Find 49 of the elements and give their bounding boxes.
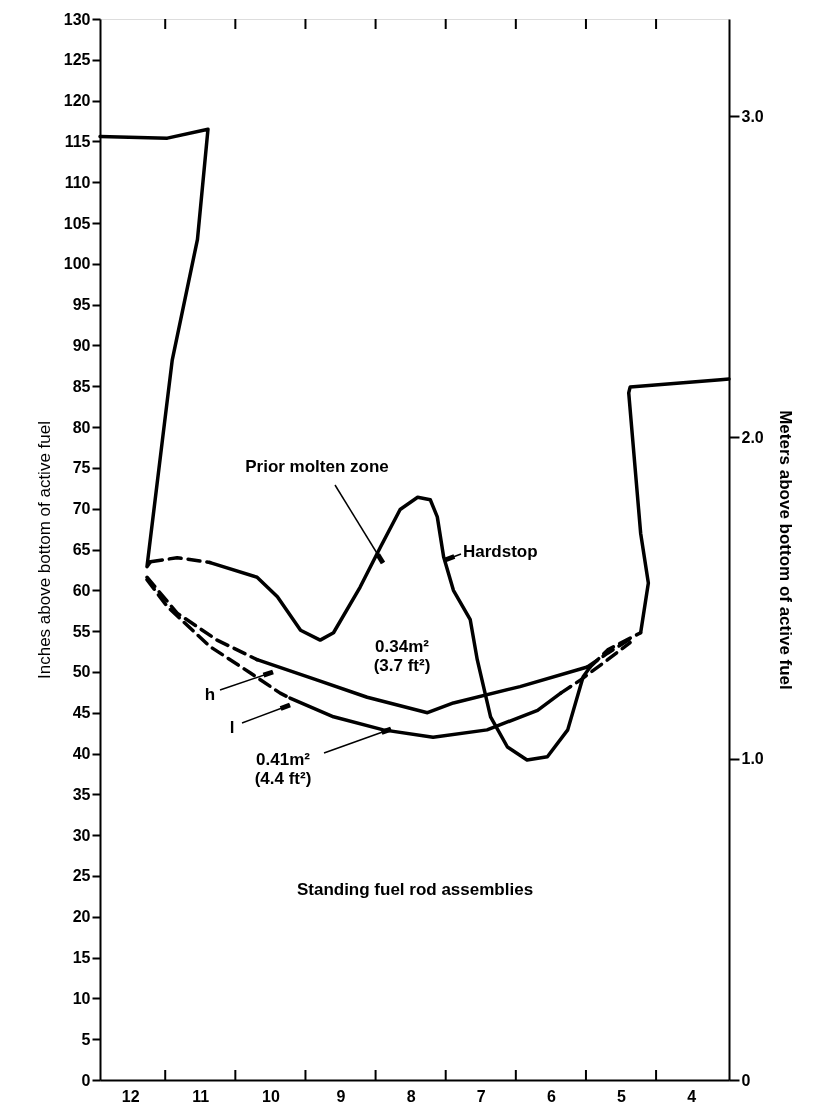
y-tick-label: 75 <box>72 459 91 477</box>
y-tick-label: 125 <box>63 51 91 69</box>
y-tick-label: 105 <box>63 214 91 232</box>
y-tick-label: 15 <box>72 949 91 967</box>
x-tick-label: 12 <box>121 1087 140 1105</box>
y-tick-label: 50 <box>72 663 91 681</box>
y-tick-label: 115 <box>64 132 91 150</box>
annotation: Standing fuel rod assemblies <box>296 880 534 899</box>
annotation: Prior molten zone <box>245 457 389 476</box>
y-tick-label: 35 <box>72 785 91 803</box>
annotation: 0.34m² (3.7 ft²) <box>373 637 431 675</box>
y-tick-label: 110 <box>64 173 91 191</box>
y-tick-label: 5 <box>81 1030 91 1048</box>
y-tick-label: 25 <box>72 867 91 885</box>
y-tick-label: 30 <box>72 826 91 844</box>
y2-tick-label: 3.0 <box>741 107 764 125</box>
y-tick-label: 95 <box>72 296 91 314</box>
y-tick-label: 65 <box>72 541 91 558</box>
y2-tick-label: 1.0 <box>741 750 764 768</box>
annotation: h <box>204 685 216 704</box>
y-tick-label: 40 <box>72 745 91 763</box>
x-tick-label: 11 <box>192 1087 210 1105</box>
annotation: l <box>229 718 235 737</box>
y2-tick-label: 2.0 <box>741 428 764 446</box>
y-tick-label: 100 <box>63 255 91 273</box>
y2-tick-label: 0 <box>741 1071 751 1089</box>
y-tick-label: 10 <box>72 989 91 1007</box>
y-tick-label: 70 <box>72 500 91 518</box>
y-tick-label: 60 <box>72 581 91 599</box>
x-tick-label: 6 <box>546 1087 556 1105</box>
y-tick-label: 120 <box>63 92 91 110</box>
y-tick-label: 130 <box>63 10 91 28</box>
y-tick-label: 85 <box>72 377 91 395</box>
y-axis-title: Inches above bottom of active fuel <box>34 421 54 679</box>
y-tick-label: 55 <box>72 622 91 640</box>
y-tick-label: 45 <box>72 704 91 722</box>
y-tick-label: 80 <box>72 418 91 436</box>
x-tick-label: 9 <box>336 1087 346 1105</box>
y-tick-label: 90 <box>72 336 91 354</box>
y-tick-label: 20 <box>72 908 91 926</box>
x-tick-label: 4 <box>687 1087 697 1105</box>
x-tick-label: 8 <box>406 1087 416 1105</box>
y2-axis-title: Meters above bottom of active fuel <box>775 410 795 690</box>
annotation: Hardstop <box>463 542 538 561</box>
annotation: 0.41m² (4.4 ft²) <box>254 750 312 789</box>
x-tick-label: 5 <box>617 1087 627 1105</box>
x-tick-label: 10 <box>262 1087 280 1105</box>
y-tick-label: 0 <box>81 1071 91 1089</box>
x-tick-label: 7 <box>476 1087 486 1105</box>
